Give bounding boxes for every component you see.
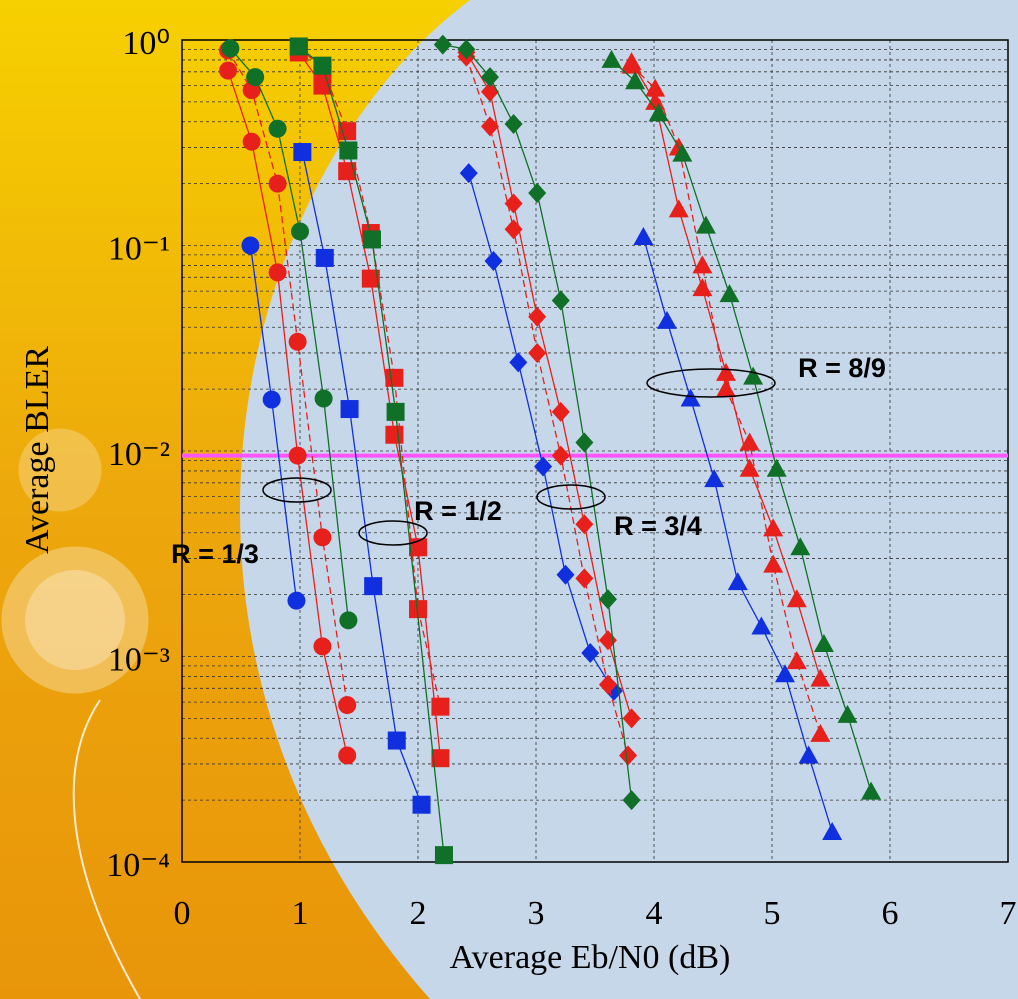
annotation: R = 3/4 (614, 511, 702, 541)
marker (315, 390, 333, 408)
marker (364, 577, 382, 595)
x-tick-label: 2 (410, 895, 427, 932)
x-tick-label: 1 (292, 895, 309, 932)
marker (313, 528, 331, 546)
marker (269, 175, 287, 193)
marker (341, 400, 359, 418)
marker (269, 263, 287, 281)
marker (243, 133, 261, 151)
marker (313, 637, 331, 655)
annotation: R = 8/9 (798, 353, 886, 383)
marker (287, 592, 305, 610)
x-tick-label: 4 (646, 895, 663, 932)
marker (339, 611, 357, 629)
marker (291, 222, 309, 240)
marker (290, 37, 308, 55)
x-tick-label: 7 (1000, 895, 1017, 932)
marker (431, 698, 449, 716)
marker (413, 796, 431, 814)
annotation: R = 1/3 (171, 539, 259, 569)
marker (219, 62, 237, 80)
marker (246, 68, 264, 86)
marker (241, 237, 259, 255)
y-tick-label: 10⁰ (122, 25, 170, 62)
chart: 0 1 2 3 4 5 6 7 10⁰ 10⁻¹ 10⁻² 10⁻³ 10⁻⁴ R = 1/3 R = 1/… (0, 0, 1018, 999)
marker (221, 39, 239, 57)
marker (338, 746, 356, 764)
x-tick-label: 0 (174, 895, 191, 932)
marker (339, 141, 357, 159)
marker (289, 333, 307, 351)
y-axis-label: Average BLER (19, 346, 56, 554)
x-tick-label: 3 (528, 895, 545, 932)
marker (338, 696, 356, 714)
y-tick-label: 10⁻² (108, 436, 170, 473)
y-tick-label: 10⁻⁴ (106, 847, 170, 884)
marker (269, 120, 287, 138)
marker (293, 143, 311, 161)
marker (387, 403, 405, 421)
annotation: R = 1/2 (414, 496, 502, 526)
x-tick-label: 5 (764, 895, 781, 932)
marker (263, 391, 281, 409)
marker (435, 846, 453, 864)
marker (313, 57, 331, 75)
y-tick-label: 10⁻³ (108, 642, 170, 679)
marker (316, 249, 334, 267)
marker (385, 369, 403, 387)
y-tick-label: 10⁻¹ (108, 231, 170, 268)
marker (388, 732, 406, 750)
marker (363, 230, 381, 248)
marker (289, 447, 307, 465)
x-axis-label: Average Eb/N0 (dB) (450, 939, 731, 976)
x-tick-label: 6 (882, 895, 899, 932)
